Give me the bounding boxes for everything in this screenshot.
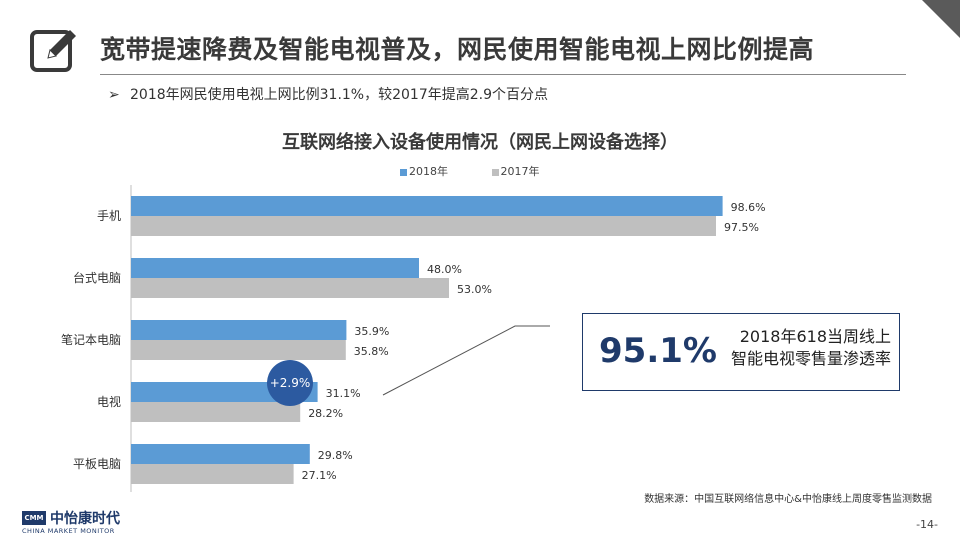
bar-2017 xyxy=(131,216,716,236)
legend-label-2018: 2018年 xyxy=(409,165,448,178)
increase-badge: +2.9% xyxy=(267,360,313,406)
bar-2018 xyxy=(131,444,310,464)
data-label: 48.0% xyxy=(427,263,462,276)
data-label: 97.5% xyxy=(724,221,759,234)
logo-mark: CMM xyxy=(22,511,46,525)
legend-swatch-2018 xyxy=(400,168,407,176)
chart-legend: 2018年 2017年 xyxy=(400,163,580,179)
page-title: 宽带提速降费及智能电视普及，网民使用智能电视上网比例提高 xyxy=(100,35,815,64)
callout-value: 95.1% xyxy=(599,331,717,371)
callout-line-2: 智能电视零售量渗透率 xyxy=(730,349,891,368)
title-divider xyxy=(100,74,906,75)
callout-box: 95.1% 2018年618当周线上 智能电视零售量渗透率 xyxy=(582,313,900,391)
legend-item-2017: 2017年 xyxy=(491,163,540,179)
category-label: 台式电脑 xyxy=(73,270,121,285)
logo-english: CHINA MARKET MONITOR xyxy=(22,527,115,535)
data-label: 98.6% xyxy=(731,201,766,214)
data-label: 35.9% xyxy=(354,325,389,338)
bullet-arrow-icon: ➢ xyxy=(108,87,120,103)
data-label: 35.8% xyxy=(354,345,389,358)
subtitle-line: ➢ 2018年网民使用电视上网比例31.1%，较2017年提高2.9个百分点 xyxy=(108,84,548,104)
logo-name: 中怡康时代 xyxy=(50,511,120,527)
data-label: 27.1% xyxy=(302,469,337,482)
data-label: 31.1% xyxy=(326,387,361,400)
subtitle-text: 2018年网民使用电视上网比例31.1%，较2017年提高2.9个百分点 xyxy=(130,87,548,103)
category-label: 电视 xyxy=(97,394,121,409)
bar-2018 xyxy=(131,196,723,216)
callout-line-1: 2018年618当周线上 xyxy=(739,327,891,346)
callout-connector-line xyxy=(382,325,550,396)
legend-item-2018: 2018年 xyxy=(400,163,448,179)
data-label: 28.2% xyxy=(308,407,343,420)
bar-2018 xyxy=(131,258,419,278)
category-label: 平板电脑 xyxy=(73,457,121,471)
legend-label-2017: 2017年 xyxy=(500,165,540,178)
category-label: 笔记本电脑 xyxy=(61,332,121,347)
corner-decoration xyxy=(922,0,960,38)
category-label: 手机 xyxy=(97,209,121,223)
data-source: 数据来源：中国互联网络信息中心&中怡康线上周度零售监测数据 xyxy=(644,494,932,505)
chart-title: 互联网络接入设备使用情况（网民上网设备选择） xyxy=(282,132,678,153)
bar-2017 xyxy=(131,278,449,298)
legend-swatch-2017 xyxy=(491,168,499,176)
bar-2018 xyxy=(131,320,347,340)
page-number: -14- xyxy=(916,518,938,531)
bar-2017 xyxy=(131,402,301,422)
edit-icon xyxy=(30,30,76,72)
data-label: 29.8% xyxy=(318,449,353,462)
callout-description: 2018年618当周线上 智能电视零售量渗透率 xyxy=(701,326,891,370)
data-label: 53.0% xyxy=(457,283,492,296)
company-logo: CMM 中怡康时代 CHINA MARKET MONITOR xyxy=(22,508,152,536)
bar-2017 xyxy=(131,464,294,484)
bar-2017 xyxy=(131,340,346,360)
